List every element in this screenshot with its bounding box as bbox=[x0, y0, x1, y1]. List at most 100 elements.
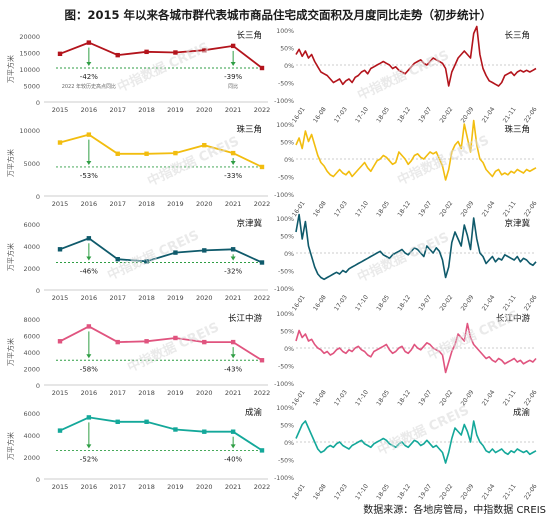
annual-data-point bbox=[259, 260, 265, 265]
decline-arrowhead bbox=[86, 444, 92, 449]
annual-data-point bbox=[115, 257, 120, 262]
y-tick-label: 4000 bbox=[23, 243, 40, 251]
y-tick-label: -100% bbox=[274, 381, 294, 388]
decline-label: -52% bbox=[80, 455, 98, 463]
x-tick-label: 2015 bbox=[52, 483, 69, 491]
x-tick-label: 2016 bbox=[81, 294, 98, 302]
y-tick-label: 4000 bbox=[23, 349, 40, 357]
y-unit-label: 万平方米 bbox=[6, 338, 15, 366]
region-label: 珠三角 bbox=[236, 124, 262, 135]
annual-panel-京津冀: 0 2000 4000 6000 万平方米 2015 2016 2017 2018 2019 202… bbox=[6, 218, 270, 302]
annual-data-point bbox=[202, 248, 207, 253]
y-unit-label: 万平方米 bbox=[6, 149, 15, 177]
x-tick-label: 2016 bbox=[81, 483, 98, 491]
y-tick-label: -100% bbox=[274, 286, 294, 293]
monthly-series-line bbox=[295, 322, 537, 374]
annual-data-point bbox=[202, 47, 207, 53]
decline-label: -58% bbox=[80, 365, 98, 373]
y-tick-label: -100% bbox=[274, 98, 294, 105]
y-tick-label: 0 bbox=[36, 382, 40, 390]
x-tick-label: 2022 bbox=[254, 389, 271, 397]
decline-label: -43% bbox=[224, 365, 242, 373]
decline-arrowhead bbox=[230, 354, 236, 359]
y-tick-label: -50% bbox=[278, 269, 294, 276]
x-tick-label: 2021 bbox=[225, 483, 242, 491]
decline-arrowhead bbox=[230, 62, 236, 67]
y-tick-label: 2000 bbox=[23, 454, 40, 462]
y-tick-label: 5000 bbox=[23, 83, 40, 91]
y-tick-label: 100% bbox=[276, 122, 294, 129]
x-tick-label: 2022 bbox=[254, 200, 271, 208]
x-tick-label: 2017 bbox=[109, 106, 126, 114]
y-tick-label: 100% bbox=[276, 405, 294, 412]
region-label: 长三角 bbox=[236, 30, 262, 41]
y-tick-label: 0% bbox=[284, 251, 294, 258]
x-tick-label: 2017 bbox=[109, 294, 126, 302]
decline-note: 2022 年较历史高点同比 bbox=[62, 83, 116, 90]
decline-note: 同比 bbox=[228, 83, 238, 90]
y-tick-label: 50% bbox=[280, 329, 294, 336]
annual-data-point bbox=[86, 324, 92, 329]
monthly-series-line bbox=[295, 119, 537, 181]
annual-data-point bbox=[115, 419, 120, 424]
x-tick-label: 2017 bbox=[109, 389, 126, 397]
y-tick-label: 0% bbox=[284, 346, 294, 353]
annual-panel-成渝: 0 2000 4000 6000 万平方米 2015 2016 2017 2018 2019 202… bbox=[6, 407, 270, 491]
annual-data-point bbox=[57, 140, 63, 145]
y-tick-label: 0 bbox=[36, 476, 40, 484]
annual-panel-长三角: 0 5000 10000 15000 20000 万平方米 2015 2016 2017 2018… bbox=[6, 30, 270, 114]
annual-data-point bbox=[86, 40, 92, 45]
annual-series-line bbox=[59, 237, 263, 264]
x-tick-label: 2018 bbox=[138, 200, 155, 208]
y-tick-label: 6000 bbox=[23, 221, 40, 229]
decline-label: -33% bbox=[224, 172, 242, 180]
x-tick-label: 2020 bbox=[196, 294, 213, 302]
y-tick-label: 50% bbox=[280, 234, 294, 241]
annual-data-point bbox=[57, 428, 63, 433]
y-tick-label: 20000 bbox=[19, 33, 40, 41]
x-tick-label: 2018 bbox=[138, 106, 155, 114]
annual-data-point bbox=[230, 247, 236, 252]
decline-arrowhead bbox=[86, 160, 92, 165]
y-tick-label: -100% bbox=[274, 192, 294, 199]
annual-data-point bbox=[144, 339, 149, 344]
annual-data-point bbox=[230, 43, 236, 49]
annual-series-line bbox=[59, 41, 263, 69]
x-tick-label: 2022 bbox=[254, 483, 271, 491]
annual-data-point bbox=[144, 49, 149, 55]
annual-data-point bbox=[259, 448, 265, 453]
y-tick-label: 0 bbox=[36, 287, 40, 295]
y-tick-label: 0% bbox=[284, 440, 294, 447]
x-tick-label: 2019 bbox=[167, 294, 184, 302]
annual-data-point bbox=[259, 164, 265, 170]
region-label: 成渝 bbox=[245, 407, 263, 418]
x-tick-label: 2020 bbox=[196, 483, 213, 491]
y-tick-label: 50% bbox=[280, 423, 294, 430]
monthly-series-line bbox=[295, 420, 537, 464]
source-note: 数据来源：各地房管局，中指数据 CREIS bbox=[363, 503, 546, 516]
x-tick-label: 2020 bbox=[196, 106, 213, 114]
region-label: 珠三角 bbox=[504, 124, 530, 135]
y-tick-label: 4000 bbox=[23, 432, 40, 440]
y-tick-label: 100% bbox=[276, 28, 294, 35]
monthly-series-line bbox=[295, 213, 537, 281]
x-tick-label: 2020 bbox=[196, 389, 213, 397]
annual-data-point bbox=[173, 335, 178, 341]
region-label: 长三角 bbox=[504, 30, 530, 41]
y-tick-label: 10000 bbox=[19, 66, 40, 74]
annual-data-point bbox=[230, 339, 236, 345]
y-tick-label: 100% bbox=[276, 311, 294, 318]
y-tick-label: -50% bbox=[278, 175, 294, 182]
annual-data-point bbox=[259, 358, 265, 363]
annual-data-point bbox=[57, 339, 63, 344]
region-label: 京津冀 bbox=[236, 218, 262, 229]
decline-arrowhead bbox=[230, 256, 236, 261]
x-tick-label: 2022 bbox=[254, 106, 271, 114]
decline-label: -32% bbox=[224, 268, 242, 276]
annual-data-point bbox=[173, 250, 178, 255]
decline-label: -42% bbox=[80, 73, 98, 81]
region-label: 京津冀 bbox=[504, 218, 530, 229]
annual-panel-珠三角: 0 5000 10000 万平方米 2015 2016 2017 2018 2019 2020 20… bbox=[6, 124, 270, 208]
region-label: 长江中游 bbox=[496, 313, 531, 324]
